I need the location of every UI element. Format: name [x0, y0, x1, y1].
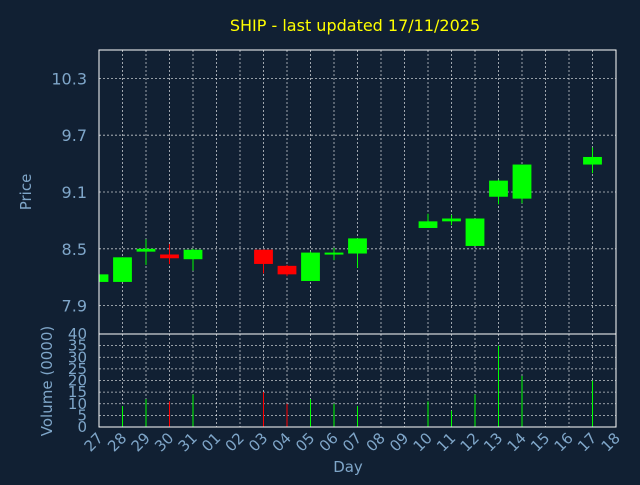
volume-tick-label: 5	[77, 406, 87, 424]
candle-body	[136, 248, 156, 252]
volume-tick-label: 25	[68, 360, 87, 378]
candle-body	[113, 257, 132, 282]
volume-axis-label: Volume (0000)	[38, 326, 56, 436]
volume-panel-frame	[98, 333, 617, 428]
volume-tick-label: 0	[77, 418, 87, 436]
price-tick-label: 7.9	[62, 297, 87, 316]
price-axis-label: Price	[17, 174, 35, 211]
candle-body	[324, 252, 344, 255]
chart-title: SHIP - last updated 17/11/2025	[230, 16, 480, 35]
volume-tick-label: 20	[68, 372, 87, 390]
volume-tick-label: 30	[68, 348, 87, 366]
price-tick-label: 9.7	[62, 126, 87, 145]
candle-body	[442, 218, 461, 222]
x-axis-label: Day	[333, 458, 363, 476]
volume-tick-label: 15	[68, 383, 87, 401]
price-tick-label: 9.1	[62, 183, 87, 202]
candle-body	[465, 218, 485, 246]
price-grid	[98, 50, 617, 334]
candle-body	[99, 274, 109, 282]
price-tick-label: 8.5	[62, 240, 87, 259]
price-tick-label: 10.3	[51, 69, 87, 88]
volume-bars	[122, 345, 593, 427]
x-tick-labels: 2728293031010203040506070809101112131415…	[81, 429, 624, 455]
price-candles	[98, 147, 602, 282]
volume-tick-label: 35	[68, 337, 87, 355]
candle-body	[301, 252, 320, 281]
candle-body	[160, 254, 179, 259]
candle-body	[489, 180, 508, 197]
candle-body	[418, 221, 438, 228]
candle-body	[183, 249, 203, 260]
volume-tick-label: 40	[68, 325, 87, 343]
volume-tick-label: 10	[68, 395, 87, 413]
candle-body	[512, 164, 532, 199]
candle-body	[277, 265, 297, 275]
candle-body	[348, 238, 367, 254]
candle-body	[254, 249, 273, 264]
candle-body	[583, 156, 602, 165]
